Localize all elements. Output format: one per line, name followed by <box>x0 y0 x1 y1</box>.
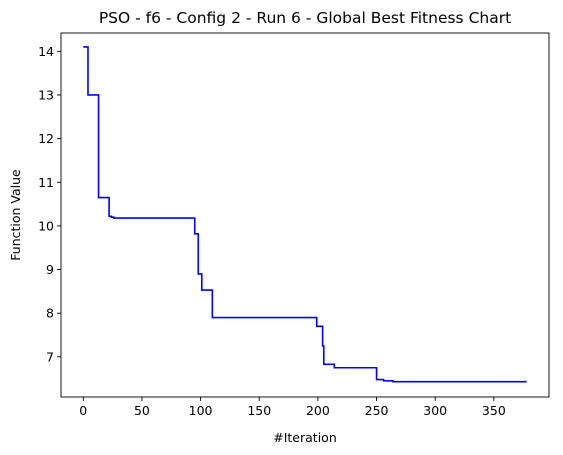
chart-title: PSO - f6 - Config 2 - Run 6 - Global Bes… <box>99 9 511 27</box>
y-tick-label: 11 <box>38 175 54 190</box>
plot-layer <box>83 46 527 383</box>
x-tick-label: 150 <box>247 403 271 418</box>
y-tick-label: 14 <box>38 44 54 59</box>
x-axis-label: #Iteration <box>273 430 337 445</box>
y-tick-label: 10 <box>38 218 54 233</box>
x-tick-label: 50 <box>134 403 150 418</box>
y-axis-label: Function Value <box>8 169 23 261</box>
x-tick-label: 100 <box>189 403 213 418</box>
x-axis-ticks: 0 50 100 150 200 250 300 350 <box>79 397 506 418</box>
plot-frame <box>60 32 550 398</box>
y-tick-label: 12 <box>38 131 54 146</box>
y-axis-ticks: 7 8 9 10 11 12 13 14 <box>38 44 61 364</box>
series-line-0 <box>83 46 527 383</box>
x-tick-label: 350 <box>482 403 506 418</box>
x-tick-label: 250 <box>365 403 389 418</box>
x-tick-label: 0 <box>79 403 87 418</box>
y-tick-label: 9 <box>46 262 54 277</box>
x-tick-label: 200 <box>306 403 330 418</box>
x-tick-label: 300 <box>423 403 447 418</box>
y-tick-label: 8 <box>46 306 54 321</box>
y-tick-label: 13 <box>38 87 54 102</box>
y-tick-label: 7 <box>46 349 54 364</box>
